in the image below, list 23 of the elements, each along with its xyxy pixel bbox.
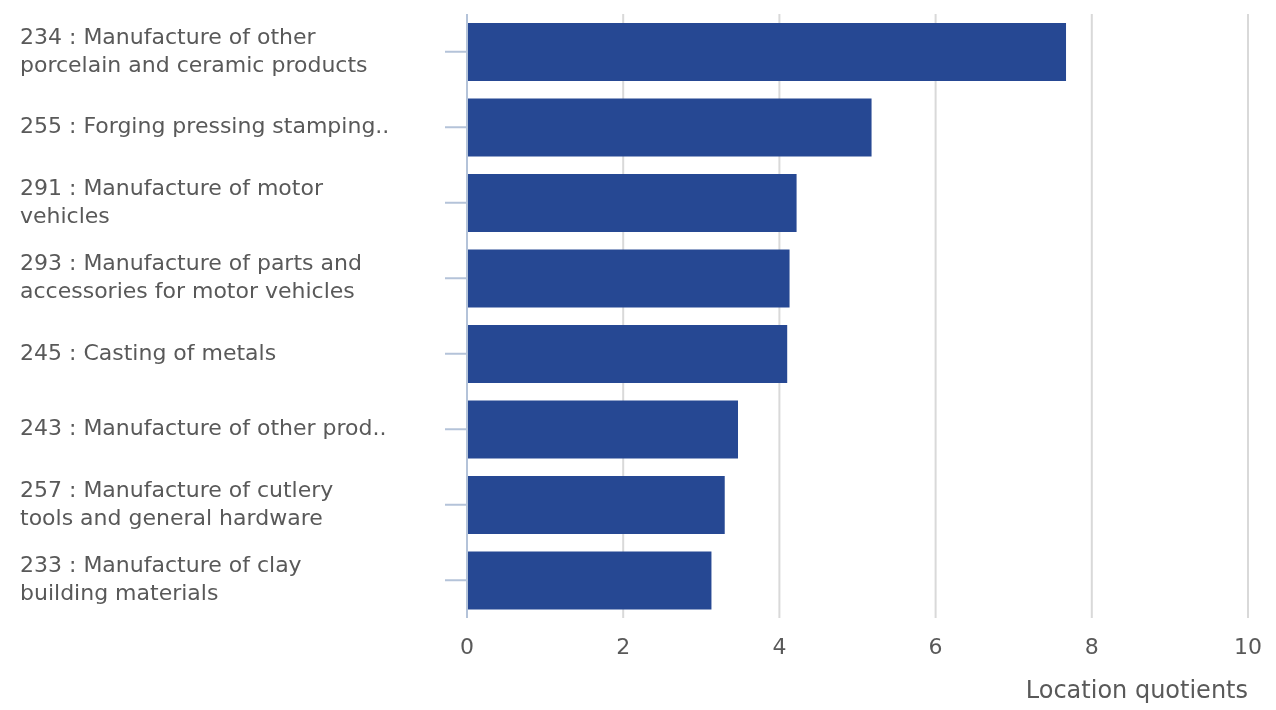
- bar: [467, 98, 872, 157]
- y-tick-label: 234 : Manufacture of other porcelain and ceramic products: [20, 23, 368, 77]
- y-tick-label: 257 : Manufacture of cutlery tools and general hardware: [20, 476, 334, 530]
- bar: [467, 174, 797, 232]
- y-tick-label: 233 : Manufacture of clay building materials: [20, 552, 302, 606]
- x-tick-label: 0: [460, 633, 474, 659]
- y-tick-label: 255 : Forging pressing stamping..: [20, 113, 390, 139]
- y-tick-label: 293 : Manufacture of parts and accessories for motor vehicles: [20, 250, 362, 304]
- x-tick-label: 8: [1084, 633, 1099, 659]
- y-tick-label: 243 : Manufacture of other prod..: [20, 415, 387, 441]
- x-tick-label: 6: [928, 633, 943, 659]
- x-axis-title: Location quotients: [1025, 676, 1248, 704]
- x-tick-label: 4: [772, 633, 787, 659]
- x-tick-label: 2: [616, 633, 631, 659]
- bar: [467, 476, 725, 534]
- bar: [467, 400, 739, 459]
- bar: [467, 551, 712, 610]
- bar: [467, 249, 790, 308]
- x-tick-label: 10: [1234, 633, 1262, 659]
- bar: [467, 23, 1067, 81]
- bar: [467, 325, 788, 383]
- y-tick-label: 245 : Casting of metals: [20, 339, 277, 365]
- y-tick-label: 291 : Manufacture of motor vehicles: [20, 174, 324, 228]
